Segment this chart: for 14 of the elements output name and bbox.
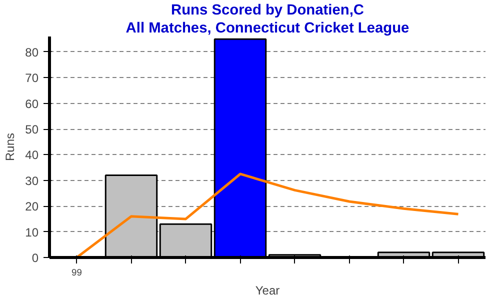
y-tick-label: 60 (25, 96, 39, 111)
y-tick-label: 40 (25, 148, 39, 162)
y-tick-label: 70 (25, 71, 39, 86)
y-tick-label: 0 (32, 251, 39, 265)
x-tick-label: 99 (72, 268, 82, 278)
y-tick-label: 10 (25, 225, 39, 240)
x-axis-title: Year (255, 284, 280, 298)
chart-title: Runs Scored by Donatien,C (171, 2, 364, 18)
y-axis-title: Runs (3, 132, 18, 162)
y-tick-label: 20 (25, 200, 39, 214)
y-tick-label: 30 (25, 174, 39, 188)
y-tick-label: 50 (25, 122, 39, 137)
y-tick-label: 80 (25, 45, 39, 60)
chart-subtitle: All Matches, Connecticut Cricket League (126, 20, 410, 36)
